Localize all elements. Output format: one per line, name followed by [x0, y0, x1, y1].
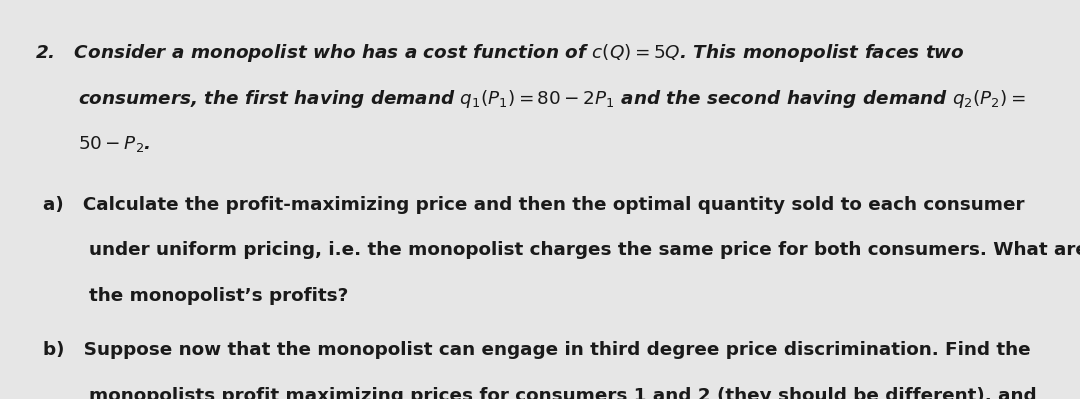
Text: b)   Suppose now that the monopolist can engage in third degree price discrimina: b) Suppose now that the monopolist can e…	[43, 341, 1030, 359]
Text: the monopolist’s profits?: the monopolist’s profits?	[89, 287, 348, 305]
Text: a)   Calculate the profit-maximizing price and then the optimal quantity sold to: a) Calculate the profit-maximizing price…	[43, 196, 1025, 213]
Text: $50 - P_2$.: $50 - P_2$.	[78, 134, 150, 154]
Text: consumers, the first having demand $q_1(P_1) = 80 - 2P_1$ and the second having : consumers, the first having demand $q_1(…	[78, 88, 1026, 110]
Text: monopolists profit maximizing prices for consumers 1 and 2 (they should be diffe: monopolists profit maximizing prices for…	[89, 387, 1036, 399]
Text: 2.   Consider a monopolist who has a cost function of $c(Q) = 5Q$. This monopoli: 2. Consider a monopolist who has a cost …	[35, 42, 964, 64]
Text: under uniform pricing, i.e. the monopolist charges the same price for both consu: under uniform pricing, i.e. the monopoli…	[89, 241, 1080, 259]
